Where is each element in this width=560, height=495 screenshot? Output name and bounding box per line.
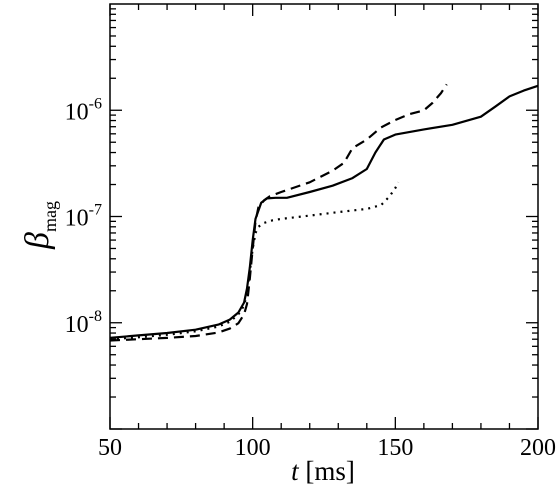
y-tick-label: 10-7 (65, 202, 102, 232)
series-line-solid (109, 84, 539, 339)
x-axis-ticks: 50 100 150 200 (98, 4, 556, 461)
x-tick-label: 150 (377, 435, 413, 461)
series-line-dashed (109, 83, 448, 342)
series-line-dotted (109, 181, 400, 341)
plot-frame (109, 3, 539, 430)
y-axis-label: βmag (19, 201, 60, 250)
plot-area (109, 83, 539, 342)
x-axis-label: t [ms] (291, 456, 355, 486)
y-tick-label: 10-6 (65, 95, 102, 125)
x-tick-label: 200 (520, 435, 556, 461)
y-tick-label: 10-8 (65, 308, 102, 338)
x-tick-label: 100 (235, 435, 271, 461)
x-tick-label: 50 (98, 435, 122, 461)
y-axis-ticks: 10-8 10-7 10-6 (65, 8, 538, 430)
